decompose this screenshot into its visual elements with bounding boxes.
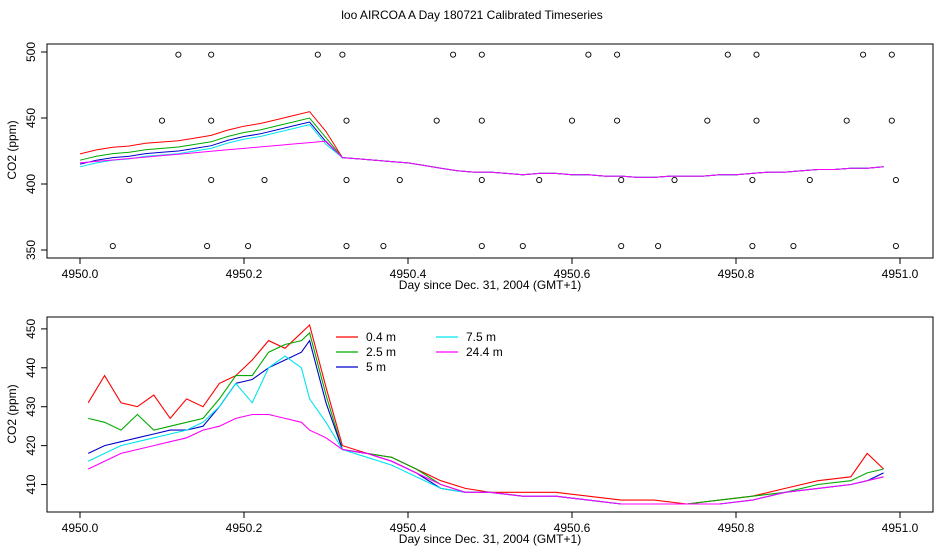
marker-point: [261, 176, 268, 184]
marker-point: [478, 242, 485, 250]
marker-point: [618, 242, 625, 250]
x-tick-label: 4950.4: [390, 267, 427, 281]
marker-point: [478, 117, 485, 124]
y-axis-label: CO2 (ppm): [5, 384, 19, 443]
x-tick-label: 4951.0: [882, 521, 919, 535]
y-tick-label: 420: [24, 435, 38, 455]
marker-point: [749, 176, 756, 184]
chart-title: loo AIRCOA A Day 180721 Calibrated Times…: [341, 8, 602, 22]
marker-point: [339, 51, 346, 58]
marker-point: [245, 242, 252, 250]
marker-point: [843, 117, 850, 124]
marker-point: [519, 242, 526, 250]
series-line: [79, 140, 884, 178]
x-tick-label: 4950.4: [390, 521, 427, 535]
marker-point: [806, 176, 813, 184]
marker-point: [175, 51, 182, 58]
marker-point: [314, 51, 321, 58]
marker-point: [704, 117, 711, 124]
marker-point: [433, 117, 440, 124]
y-axis-label: CO2 (ppm): [5, 120, 19, 179]
marker-point: [724, 51, 731, 58]
x-tick-label: 4950.0: [62, 521, 99, 535]
top-panel: 4950.0 4950.2 4950.4 4950.6 4950.8 4951.0 350 4…: [5, 42, 934, 292]
marker-point: [888, 51, 895, 58]
marker-point: [396, 176, 403, 184]
marker-point: [614, 117, 621, 124]
marker-point: [892, 242, 899, 250]
series-line: [79, 111, 884, 178]
marker-point: [204, 242, 211, 250]
marker-point: [450, 51, 457, 58]
y-tick-label: 400: [24, 174, 38, 194]
series-line-24-4-m: [87, 413, 884, 505]
legend-label: 2.5 m: [366, 345, 396, 359]
x-tick-label: 4950.6: [554, 521, 591, 535]
x-tick-label: 4950.8: [718, 267, 755, 281]
y-tick-label: 410: [24, 474, 38, 494]
series-line-7-5-m: [87, 355, 884, 505]
legend-label: 5 m: [366, 360, 386, 374]
marker-point: [343, 117, 350, 124]
marker-point: [478, 51, 485, 58]
marker-point: [614, 51, 621, 58]
bottom-panel: 4950.0 4950.2 4950.4 4950.6 4950.8 4951.0 410 4…: [5, 316, 934, 546]
marker-point: [671, 176, 678, 184]
x-tick-label: 4950.0: [62, 267, 99, 281]
x-axis-label: Day since Dec. 31, 2004 (GMT+1): [399, 532, 581, 546]
marker-point: [888, 117, 895, 124]
marker-point: [753, 117, 760, 124]
x-tick-label: 4950.6: [554, 267, 591, 281]
series-line: [79, 124, 884, 178]
marker-point: [585, 51, 592, 58]
marker-point: [343, 176, 350, 184]
y-tick-label: 350: [24, 240, 38, 260]
marker-point: [343, 242, 350, 250]
x-tick-label: 4950.8: [718, 521, 755, 535]
marker-point: [380, 242, 387, 250]
series-line-2-5-m: [88, 331, 884, 505]
x-tick-label: 4950.2: [226, 521, 263, 535]
y-tick-label: 430: [24, 396, 38, 416]
marker-point: [892, 176, 899, 184]
legend-label: 24.4 m: [466, 345, 503, 359]
y-tick-label: 450: [24, 319, 38, 339]
y-tick-label: 450: [24, 108, 38, 128]
x-tick-label: 4951.0: [882, 267, 919, 281]
y-tick-label: 500: [24, 42, 38, 62]
marker-point: [568, 117, 576, 124]
marker-point: [749, 242, 756, 250]
y-tick-label: 440: [24, 357, 38, 377]
x-tick-label: 4950.2: [226, 267, 263, 281]
plot-frame: [46, 316, 934, 513]
marker-point: [618, 176, 625, 184]
legend-label: 7.5 m: [466, 330, 496, 344]
marker-point: [126, 176, 133, 184]
marker-point: [478, 176, 485, 184]
marker-point: [208, 117, 215, 124]
legend-label: 0.4 m: [366, 330, 396, 344]
marker-point: [109, 242, 116, 250]
marker-point: [860, 51, 867, 58]
marker-point: [753, 51, 760, 58]
marker-point: [655, 242, 662, 250]
marker-point: [158, 117, 166, 124]
marker-point: [536, 176, 543, 184]
marker-point: [208, 51, 215, 58]
marker-point: [208, 176, 215, 184]
x-axis-label: Day since Dec. 31, 2004 (GMT+1): [399, 278, 581, 292]
marker-point: [790, 242, 797, 250]
plot-frame: [46, 43, 934, 259]
series-line-5-m: [87, 339, 884, 505]
